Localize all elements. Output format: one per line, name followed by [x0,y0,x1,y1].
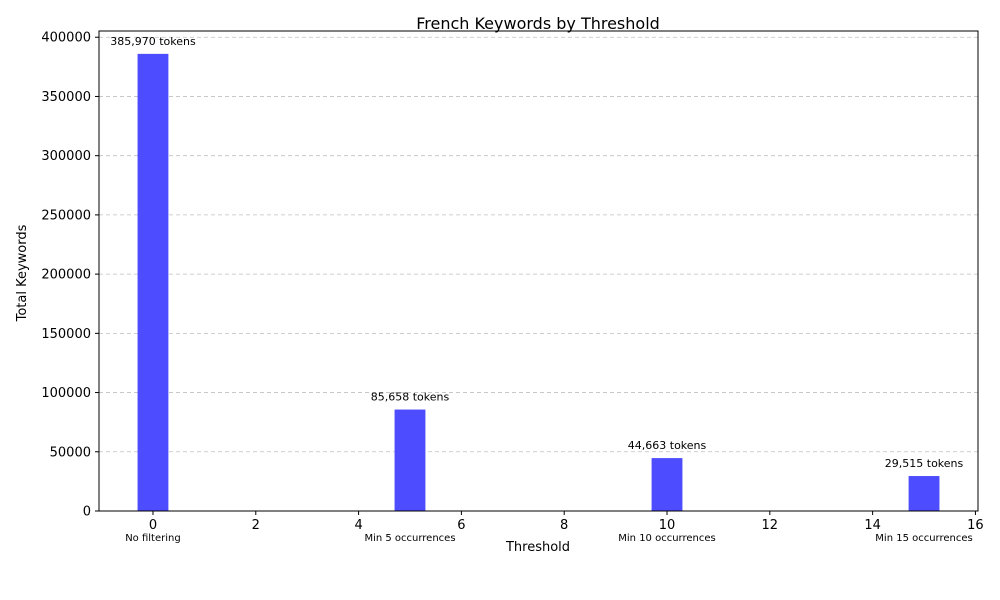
plot-frame [98,30,979,512]
y-tick-label: 200000 [41,268,91,283]
x-tick-label: 6 [457,518,465,533]
x-axis-title: Threshold [505,540,570,555]
chart-title: French Keywords by Threshold [416,14,660,33]
y-tick-label: 300000 [41,149,91,164]
axes [95,30,979,515]
bar [394,409,426,511]
bar-value-label: 385,970 tokens [110,35,196,48]
bars [137,53,940,511]
y-axis-title: Total Keywords [15,224,30,322]
bar-value-label: 29,515 tokens [885,457,964,470]
x-tick-label: 14 [864,518,881,533]
x-tick-label: 0 [149,518,157,533]
y-tick-label: 350000 [41,90,91,105]
x-tick-label: 16 [967,518,984,533]
bar-category-label: Min 5 occurrences [364,533,455,544]
x-tick-label: 10 [659,518,676,533]
y-tick-label: 100000 [41,386,91,401]
bar-value-label: 85,658 tokens [371,391,450,404]
bar [908,476,940,511]
bar-value-label: 44,663 tokens [628,439,707,452]
y-tick-label: 150000 [41,327,91,342]
bar [137,53,169,511]
y-tick-label: 0 [83,505,91,520]
labels: 385,970 tokens No filtering 85,658 tokens M… [41,31,983,544]
x-tick-label: 8 [560,518,568,533]
x-tick-label: 4 [354,518,362,533]
bar-category-label: No filtering [125,533,181,544]
y-tick-label: 400000 [41,31,91,46]
x-tick-label: 12 [762,518,779,533]
x-tick-label: 2 [252,518,260,533]
bar [651,458,683,511]
y-tick-label: 250000 [41,208,91,223]
y-tick-label: 50000 [50,445,91,460]
bar-category-label: Min 10 occurrences [618,533,715,544]
bar-category-label: Min 15 occurrences [875,533,972,544]
